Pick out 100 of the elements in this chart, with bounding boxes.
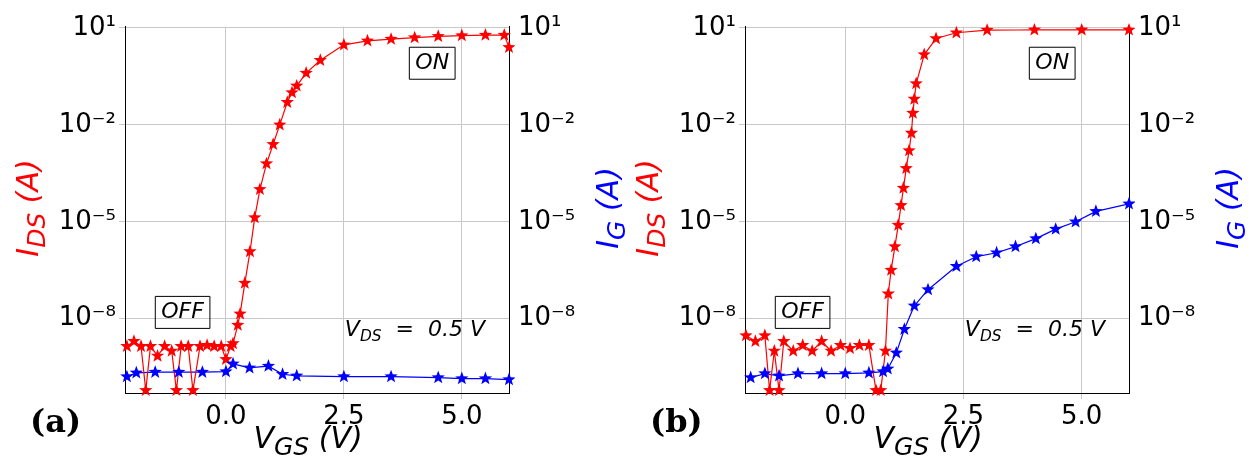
point <box>273 117 287 131</box>
point <box>744 370 758 384</box>
point <box>989 245 1004 259</box>
point <box>337 37 351 51</box>
point <box>862 338 876 351</box>
point <box>157 339 172 352</box>
text: 10⁻⁸ <box>518 301 576 332</box>
point <box>838 366 852 380</box>
point <box>786 343 800 357</box>
text: 10⁻⁸ <box>678 301 736 332</box>
point <box>791 366 805 380</box>
point <box>407 30 422 44</box>
point <box>907 298 921 312</box>
point <box>231 318 245 331</box>
annotation: ON <box>415 48 450 74</box>
point <box>290 368 304 382</box>
point <box>772 368 786 382</box>
point <box>969 249 983 263</box>
point <box>497 28 511 41</box>
point <box>904 125 919 139</box>
point <box>862 365 876 379</box>
point <box>219 364 233 378</box>
point <box>881 361 895 375</box>
point <box>1027 22 1042 36</box>
point <box>280 95 294 108</box>
point <box>843 341 857 355</box>
point <box>431 370 445 384</box>
point <box>1068 214 1083 228</box>
point <box>814 334 829 347</box>
point <box>874 383 888 397</box>
y-tick-label: 10⁻⁵ <box>58 204 116 235</box>
annotation: OFF <box>161 298 205 324</box>
point <box>455 28 469 42</box>
point <box>929 31 943 45</box>
point <box>739 328 753 342</box>
point <box>285 85 299 99</box>
point <box>290 78 304 92</box>
point <box>384 369 398 383</box>
point <box>248 210 262 224</box>
x-tick-label: 5.0 <box>1061 400 1103 431</box>
point <box>259 156 274 170</box>
text: 10⁻⁵ <box>518 204 576 235</box>
point <box>120 369 134 383</box>
point <box>120 339 134 352</box>
point <box>266 137 280 150</box>
point <box>824 343 838 357</box>
point <box>917 47 931 61</box>
x-tick-label: 5.0 <box>441 400 483 431</box>
point <box>172 365 186 378</box>
point <box>980 23 994 36</box>
point <box>889 345 903 359</box>
point <box>299 66 313 79</box>
point <box>1075 22 1089 36</box>
point <box>805 343 819 357</box>
point <box>226 356 240 370</box>
x-tick-label: 0.0 <box>824 400 866 431</box>
point <box>748 334 763 347</box>
point <box>777 334 791 347</box>
point <box>1089 204 1103 218</box>
point <box>906 106 920 119</box>
point <box>195 365 210 378</box>
text: (a) <box>30 402 82 440</box>
point <box>169 383 184 397</box>
point <box>814 366 829 380</box>
y-tick-label: 10⁻⁸ <box>1138 301 1196 332</box>
point <box>243 244 257 258</box>
point <box>796 338 810 351</box>
point <box>1008 239 1023 253</box>
annotation: OFF <box>781 298 825 324</box>
point <box>884 263 898 276</box>
point <box>186 383 200 397</box>
point <box>881 286 895 300</box>
point <box>899 161 913 175</box>
point <box>502 372 515 386</box>
point <box>242 360 257 374</box>
point <box>238 276 252 289</box>
point <box>143 339 158 352</box>
text: 10⁻² <box>518 107 576 138</box>
point <box>878 343 893 357</box>
text: 10¹ <box>518 10 562 41</box>
point <box>902 143 916 157</box>
point <box>852 338 867 351</box>
point <box>134 339 148 352</box>
point <box>431 29 445 42</box>
point <box>478 371 493 385</box>
point <box>1029 231 1043 245</box>
point <box>949 25 964 39</box>
point <box>1122 196 1135 210</box>
point <box>921 282 935 296</box>
point <box>833 338 848 351</box>
y-tick-label: 10⁻⁸ <box>58 301 116 332</box>
point <box>455 371 469 385</box>
point <box>502 40 515 54</box>
point <box>888 239 902 253</box>
point <box>253 182 267 196</box>
text: 10¹ <box>692 10 736 41</box>
point <box>139 383 153 397</box>
y-tick-label: 10¹ <box>1138 10 1182 41</box>
point <box>897 322 912 335</box>
point <box>261 359 276 372</box>
